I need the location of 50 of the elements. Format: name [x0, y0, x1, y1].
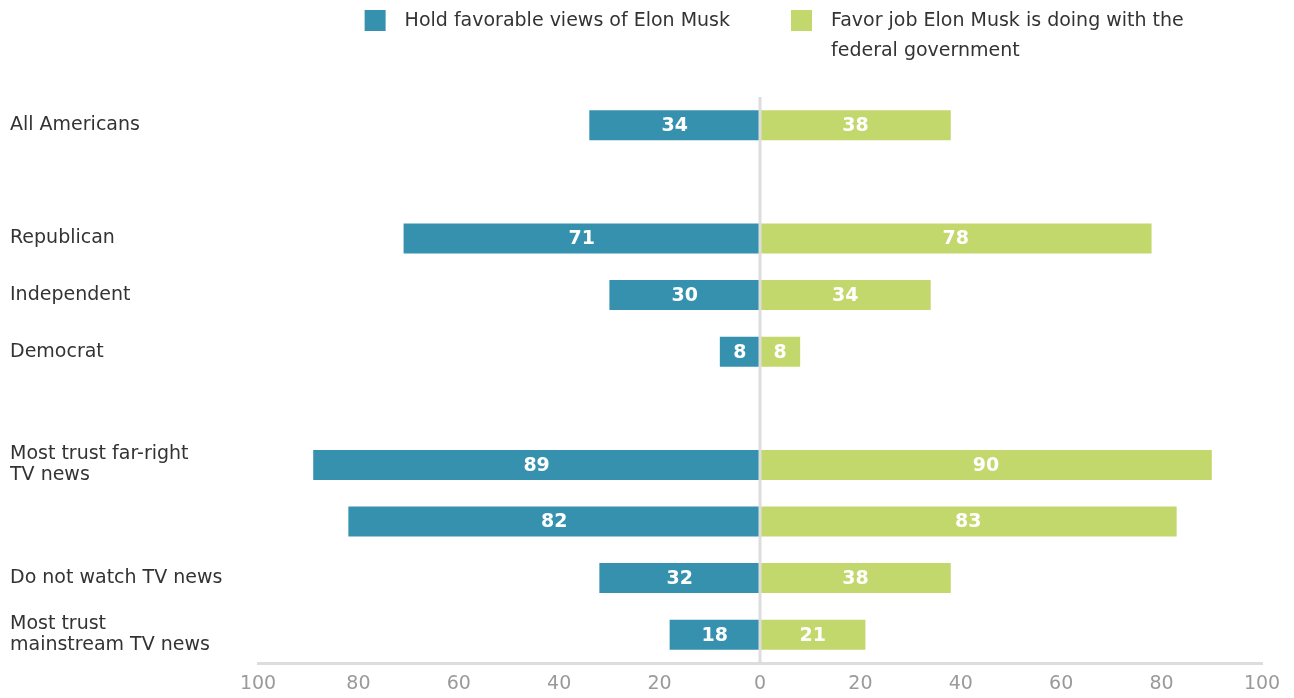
legend-label: Hold favorable views of Elon Musk	[404, 7, 731, 30]
bar	[403, 223, 760, 254]
x-tick-label: 0	[753, 671, 767, 694]
y-tick-label: Democrat	[10, 338, 104, 361]
y-tick-label: Independent	[10, 282, 131, 305]
x-tick-label: 80	[346, 671, 371, 694]
bar	[348, 506, 760, 537]
bar	[589, 110, 760, 141]
data-label: 34	[661, 113, 688, 136]
x-tick-label: 40	[547, 671, 572, 694]
bar	[760, 563, 951, 594]
y-tick-label: Most trust mainstream TV news	[10, 611, 210, 655]
y-tick-label: Republican	[10, 225, 115, 248]
data-label: 38	[842, 113, 869, 136]
data-label: 8	[733, 339, 747, 362]
y-tick-label: Do not watch TV news	[10, 565, 223, 588]
data-label: 21	[799, 622, 826, 645]
data-label: 30	[671, 283, 698, 306]
bar	[609, 280, 760, 311]
bar	[599, 563, 760, 594]
bar	[760, 280, 931, 311]
data-label: 90	[972, 452, 1000, 475]
bar	[760, 619, 866, 650]
bar	[760, 449, 1212, 480]
bar	[760, 223, 1152, 254]
data-label: 78	[942, 226, 970, 249]
data-label: 89	[523, 452, 550, 475]
data-label: 38	[842, 566, 869, 589]
x-tick-label: 100	[1243, 671, 1281, 694]
data-label: 34	[832, 283, 859, 306]
data-label: 32	[666, 566, 693, 589]
data-label: 18	[701, 622, 729, 645]
x-tick-label: 60	[1049, 671, 1074, 694]
x-tick-label: 40	[948, 671, 973, 694]
bar	[760, 110, 951, 141]
data-label: 82	[540, 509, 568, 532]
data-label: 8	[773, 339, 787, 362]
x-tick-label: 100	[239, 671, 277, 694]
x-tick-label: 80	[1149, 671, 1174, 694]
data-label: 71	[568, 226, 596, 249]
bar	[760, 506, 1177, 537]
legend-label: Favor job Elon Musk is doing with the federal government	[831, 7, 1184, 60]
data-label: 83	[955, 509, 982, 532]
x-tick-label: 60	[446, 671, 471, 694]
bar	[669, 619, 760, 650]
y-tick-label: Most trust far-right TV news	[9, 441, 189, 485]
x-tick-label: 20	[848, 671, 873, 694]
bar	[313, 449, 760, 480]
x-tick-label: 20	[647, 671, 672, 694]
y-tick-label: All Americans	[10, 112, 140, 135]
